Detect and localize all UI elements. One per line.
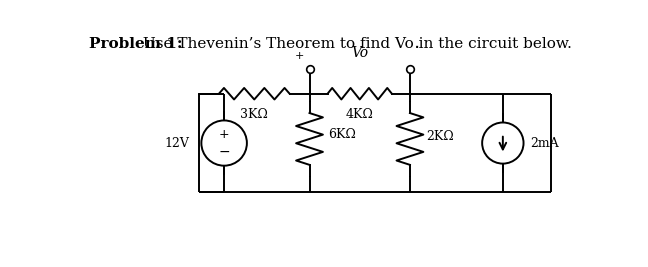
Text: 2mA: 2mA (531, 136, 559, 150)
Text: 3KΩ: 3KΩ (240, 108, 268, 121)
Text: −: − (218, 145, 230, 159)
Text: 6KΩ: 6KΩ (329, 128, 356, 141)
Text: +: + (219, 128, 229, 141)
Text: 12V: 12V (164, 136, 189, 150)
Text: Use Thevenin’s Theorem to find Vo in the circuit below.: Use Thevenin’s Theorem to find Vo in the… (138, 37, 572, 51)
Text: ·: · (414, 39, 420, 58)
Text: Problem 1:: Problem 1: (89, 37, 182, 51)
Text: 2KΩ: 2KΩ (426, 130, 454, 143)
Text: 4KΩ: 4KΩ (346, 108, 374, 121)
Text: Vo: Vo (351, 46, 368, 60)
Text: +: + (295, 51, 305, 61)
